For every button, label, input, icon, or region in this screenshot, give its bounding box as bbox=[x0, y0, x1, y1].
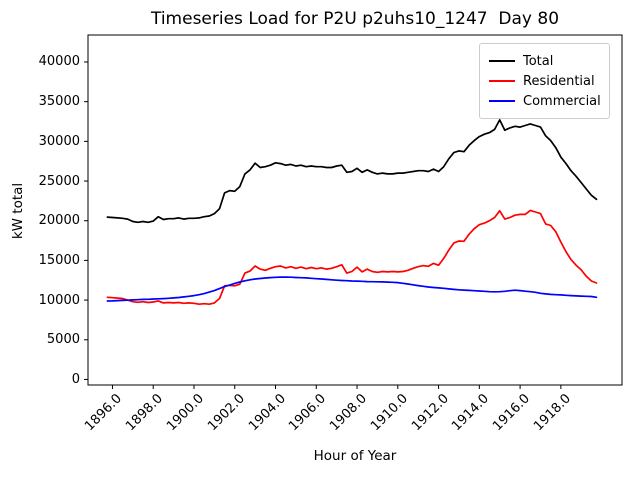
chart-title: Timeseries Load for P2U p2uhs10_1247 Day… bbox=[150, 9, 560, 29]
residential-line bbox=[106, 209, 598, 306]
y-tick-label: 40000 bbox=[38, 54, 80, 70]
y-tick-label: 15000 bbox=[38, 252, 80, 268]
legend-label-residential: Residential bbox=[523, 73, 595, 89]
commercial-line bbox=[106, 276, 598, 302]
y-tick-label: 20000 bbox=[38, 213, 80, 229]
legend-entry-total: Total bbox=[489, 51, 600, 71]
legend: Total Residential Commercial bbox=[479, 43, 610, 119]
y-tick-label: 30000 bbox=[38, 133, 80, 149]
commercial-line-swatch bbox=[489, 100, 515, 102]
legend-entry-residential: Residential bbox=[489, 71, 600, 91]
y-tick-label: 25000 bbox=[38, 173, 80, 189]
legend-label-total: Total bbox=[523, 53, 554, 69]
y-tick-label: 10000 bbox=[38, 292, 80, 308]
y-tick-label: 0 bbox=[71, 371, 80, 387]
legend-entry-commercial: Commercial bbox=[489, 91, 601, 111]
axes-frame bbox=[87, 34, 623, 386]
y-tick-label: 5000 bbox=[46, 332, 80, 348]
total-line-swatch bbox=[489, 60, 515, 62]
x-axis-label: Hour of Year bbox=[313, 448, 397, 464]
total-line bbox=[106, 119, 598, 224]
residential-line-swatch bbox=[489, 80, 515, 82]
y-tick-label: 35000 bbox=[38, 94, 80, 110]
legend-label-commercial: Commercial bbox=[523, 93, 601, 109]
